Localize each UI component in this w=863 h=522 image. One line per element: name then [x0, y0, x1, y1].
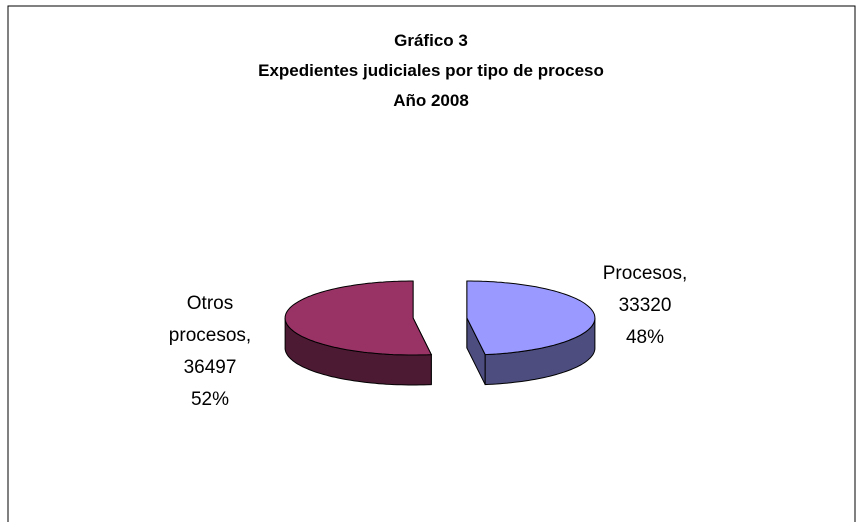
data-label: Otros procesos, 36497 52%	[155, 288, 265, 416]
chart-frame	[7, 5, 856, 522]
percent-label: 52%	[190, 389, 230, 410]
slice	[284, 280, 433, 356]
category-label: Otros procesos	[168, 293, 246, 346]
slice	[466, 280, 596, 356]
chart-title: Expedientes judiciales por tipo de proce…	[258, 61, 604, 80]
chart-title: Año 2008	[393, 91, 469, 110]
value-label: 33320	[618, 295, 672, 316]
percent-label: 48%	[625, 327, 665, 348]
data-label: Procesos, 33320 48%	[590, 258, 700, 354]
chart-title: Gráfico 3	[394, 31, 468, 50]
label-separator: ,	[245, 325, 252, 346]
label-separator: ,	[681, 263, 688, 284]
category-label: Procesos	[602, 263, 682, 284]
value-label: 36497	[183, 357, 237, 378]
